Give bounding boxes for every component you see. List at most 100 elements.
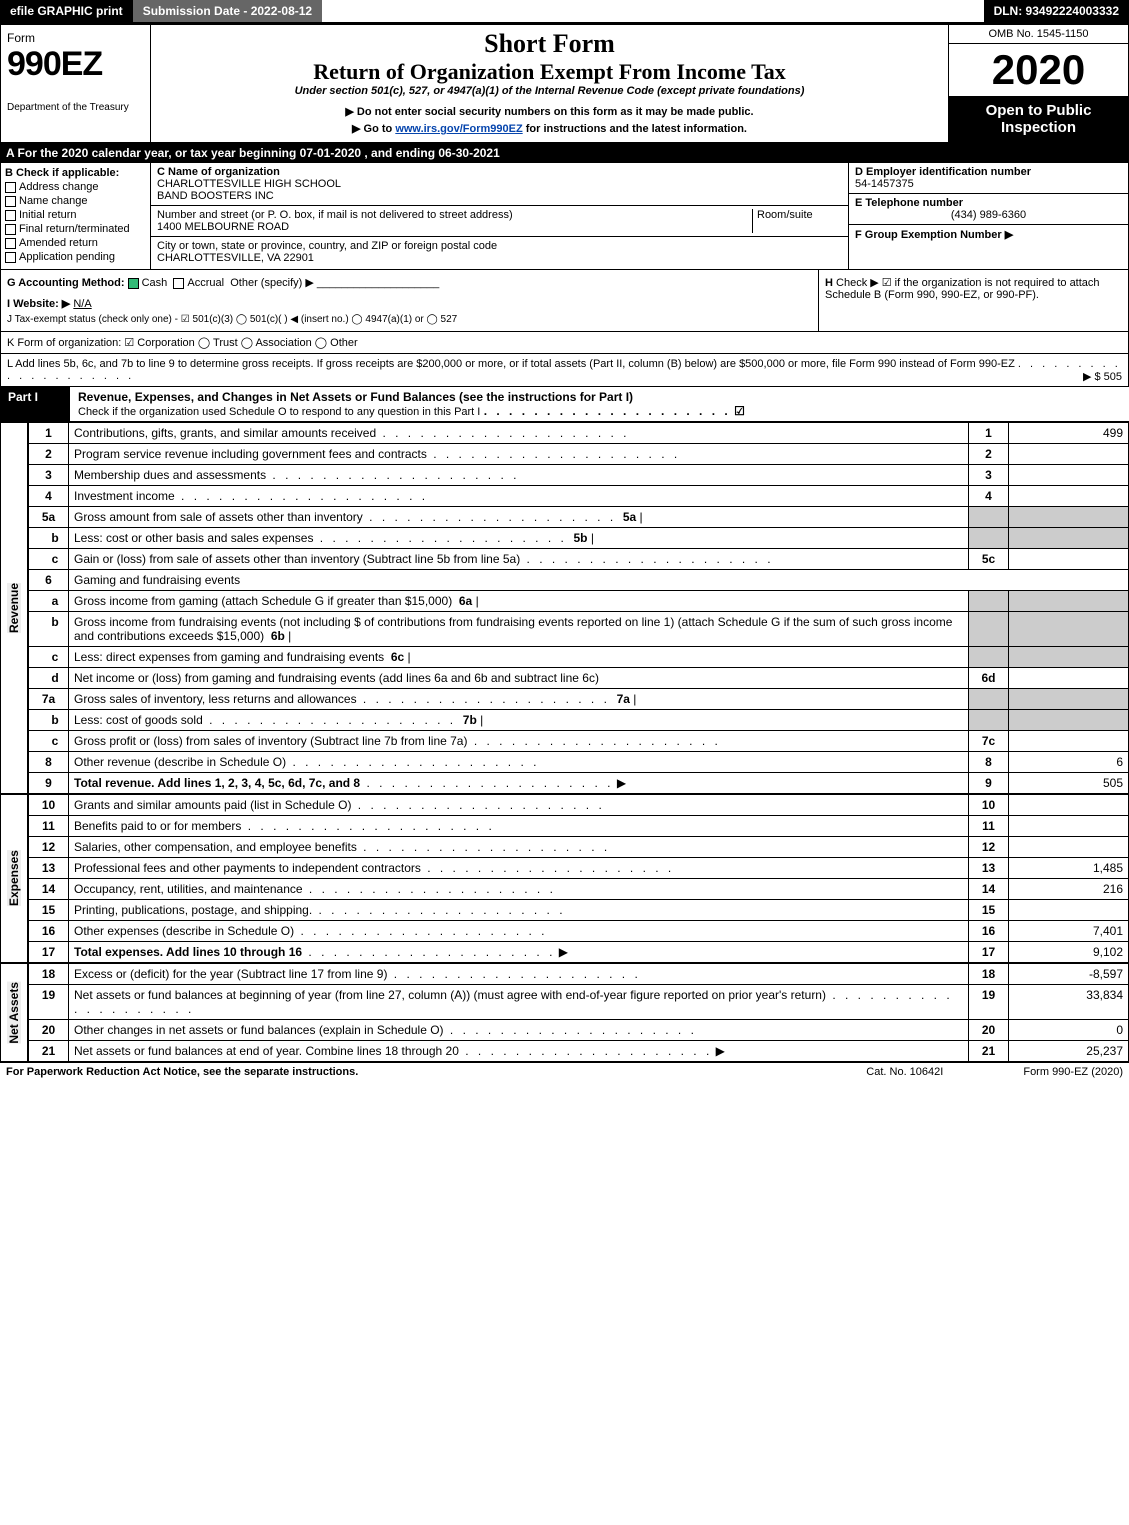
box-f-label: F Group Exemption Number ▶ (855, 229, 1013, 241)
chk-name-change[interactable]: Name change (5, 195, 146, 207)
box-c-label: C Name of organization (157, 166, 842, 178)
line-19: 19Net assets or fund balances at beginni… (29, 985, 1129, 1020)
accrual-label: Accrual (187, 277, 224, 289)
line-18: 18Excess or (deficit) for the year (Subt… (29, 964, 1129, 985)
line-9: 9Total revenue. Add lines 1, 2, 3, 4, 5c… (29, 773, 1129, 794)
dln: DLN: 93492224003332 (984, 0, 1129, 22)
line-21: 21Net assets or fund balances at end of … (29, 1041, 1129, 1062)
form-id-block: Form 990EZ Department of the Treasury (1, 25, 151, 142)
chk-application-pending[interactable]: Application pending (5, 251, 146, 263)
line-15: 15Printing, publications, postage, and s… (29, 900, 1129, 921)
revenue-side-label: Revenue (0, 422, 28, 794)
line-13: 13Professional fees and other payments t… (29, 858, 1129, 879)
part-i-label: Part I (0, 387, 70, 422)
netassets-table: 18Excess or (deficit) for the year (Subt… (28, 963, 1129, 1062)
row-h-text: Check ▶ ☑ if the organization is not req… (825, 277, 1100, 301)
city-state-zip: CHARLOTTESVILLE, VA 22901 (157, 252, 497, 264)
row-i-label: I Website: ▶ (7, 298, 70, 310)
row-a-tax-year: A For the 2020 calendar year, or tax yea… (0, 143, 1129, 163)
goto-pre: ▶ Go to (352, 123, 395, 135)
line-20: 20Other changes in net assets or fund ba… (29, 1020, 1129, 1041)
street-address: 1400 MELBOURNE ROAD (157, 221, 752, 233)
tax-year: 2020 (949, 44, 1128, 96)
line-12: 12Salaries, other compensation, and empl… (29, 837, 1129, 858)
page-footer: For Paperwork Reduction Act Notice, see … (0, 1062, 1129, 1081)
box-c: C Name of organization CHARLOTTESVILLE H… (151, 163, 848, 269)
form-word: Form (7, 31, 144, 45)
line-6a: aGross income from gaming (attach Schedu… (29, 591, 1129, 612)
chk-initial-return[interactable]: Initial return (5, 209, 146, 221)
box-b: B Check if applicable: Address change Na… (1, 163, 151, 269)
row-g-label: G Accounting Method: (7, 277, 125, 289)
return-title: Return of Organization Exempt From Incom… (159, 59, 940, 85)
org-name-2: BAND BOOSTERS INC (157, 190, 842, 202)
telephone-value: (434) 989-6360 (855, 209, 1122, 221)
room-suite-label: Room/suite (752, 209, 842, 233)
chk-accrual[interactable] (173, 278, 184, 289)
row-h: H Check ▶ ☑ if the organization is not r… (818, 270, 1128, 331)
line-6b: bGross income from fundraising events (n… (29, 612, 1129, 647)
box-e-label: E Telephone number (855, 197, 1122, 209)
chk-address-change[interactable]: Address change (5, 181, 146, 193)
line-6d: dNet income or (loss) from gaming and fu… (29, 668, 1129, 689)
row-l-text: L Add lines 5b, 6c, and 7b to line 9 to … (7, 358, 1015, 370)
line-8: 8Other revenue (describe in Schedule O)8… (29, 752, 1129, 773)
header-right: OMB No. 1545-1150 2020 Open to Public In… (948, 25, 1128, 142)
netassets-side-label: Net Assets (0, 963, 28, 1062)
line-2: 2Program service revenue including gover… (29, 444, 1129, 465)
form-title-block: Short Form Return of Organization Exempt… (151, 25, 948, 142)
part-i-check: Check if the organization used Schedule … (78, 406, 480, 418)
submission-date: Submission Date - 2022-08-12 (133, 0, 322, 22)
line-10: 10Grants and similar amounts paid (list … (29, 795, 1129, 816)
line-5b: bLess: cost or other basis and sales exp… (29, 528, 1129, 549)
other-label: Other (specify) ▶ (230, 277, 314, 289)
form-version: Form 990-EZ (2020) (1023, 1066, 1123, 1078)
line-6c: cLess: direct expenses from gaming and f… (29, 647, 1129, 668)
line-17: 17Total expenses. Add lines 10 through 1… (29, 942, 1129, 963)
addr-label: Number and street (or P. O. box, if mail… (157, 209, 513, 221)
cash-label: Cash (142, 277, 168, 289)
form-number: 990EZ (7, 45, 144, 84)
goto-post: for instructions and the latest informat… (526, 123, 747, 135)
line-5a: 5aGross amount from sale of assets other… (29, 507, 1129, 528)
row-k: K Form of organization: ☑ Corporation ◯ … (0, 332, 1129, 354)
row-l: L Add lines 5b, 6c, and 7b to line 9 to … (0, 354, 1129, 387)
goto-link[interactable]: www.irs.gov/Form990EZ (395, 123, 522, 135)
row-l-amount: ▶ $ 505 (1083, 370, 1122, 383)
chk-final-return[interactable]: Final return/terminated (5, 223, 146, 235)
part-i-sub: Revenue, Expenses, and Changes in Net As… (78, 390, 633, 404)
chk-cash[interactable] (128, 278, 139, 289)
line-1: 1Contributions, gifts, grants, and simil… (29, 423, 1129, 444)
under-section: Under section 501(c), 527, or 4947(a)(1)… (159, 85, 940, 97)
line-5c: cGain or (loss) from sale of assets othe… (29, 549, 1129, 570)
efile-print[interactable]: efile GRAPHIC print (0, 0, 133, 22)
line-4: 4Investment income4 (29, 486, 1129, 507)
website-value: N/A (73, 298, 91, 310)
city-label: City or town, state or province, country… (157, 240, 497, 252)
org-name-1: CHARLOTTESVILLE HIGH SCHOOL (157, 178, 842, 190)
row-h-label: H (825, 277, 833, 289)
omb-number: OMB No. 1545-1150 (949, 25, 1128, 44)
open-to-public: Open to Public Inspection (949, 96, 1128, 142)
revenue-table: 1Contributions, gifts, grants, and simil… (28, 422, 1129, 794)
paperwork-notice: For Paperwork Reduction Act Notice, see … (6, 1066, 866, 1078)
line-7b: bLess: cost of goods sold 7b | (29, 710, 1129, 731)
expenses-side-label: Expenses (0, 794, 28, 963)
schedule-o-checkbox[interactable]: ☑ (734, 404, 745, 418)
info-right: D Employer identification number 54-1457… (848, 163, 1128, 269)
line-6: 6Gaming and fundraising events (29, 570, 1129, 591)
line-7c: cGross profit or (loss) from sales of in… (29, 731, 1129, 752)
info-grid: B Check if applicable: Address change Na… (0, 163, 1129, 270)
line-16: 16Other expenses (describe in Schedule O… (29, 921, 1129, 942)
box-d-label: D Employer identification number (855, 166, 1122, 178)
dept-treasury: Department of the Treasury (7, 102, 144, 113)
chk-amended-return[interactable]: Amended return (5, 237, 146, 249)
ein-value: 54-1457375 (855, 178, 1122, 190)
row-g: G Accounting Method: Cash Accrual Other … (1, 270, 818, 331)
box-b-title: B Check if applicable: (5, 167, 146, 179)
do-not-enter: ▶ Do not enter social security numbers o… (159, 105, 940, 118)
goto-line: ▶ Go to www.irs.gov/Form990EZ for instru… (159, 122, 940, 135)
line-14: 14Occupancy, rent, utilities, and mainte… (29, 879, 1129, 900)
top-bar: efile GRAPHIC print Submission Date - 20… (0, 0, 1129, 24)
expenses-table: 10Grants and similar amounts paid (list … (28, 794, 1129, 963)
